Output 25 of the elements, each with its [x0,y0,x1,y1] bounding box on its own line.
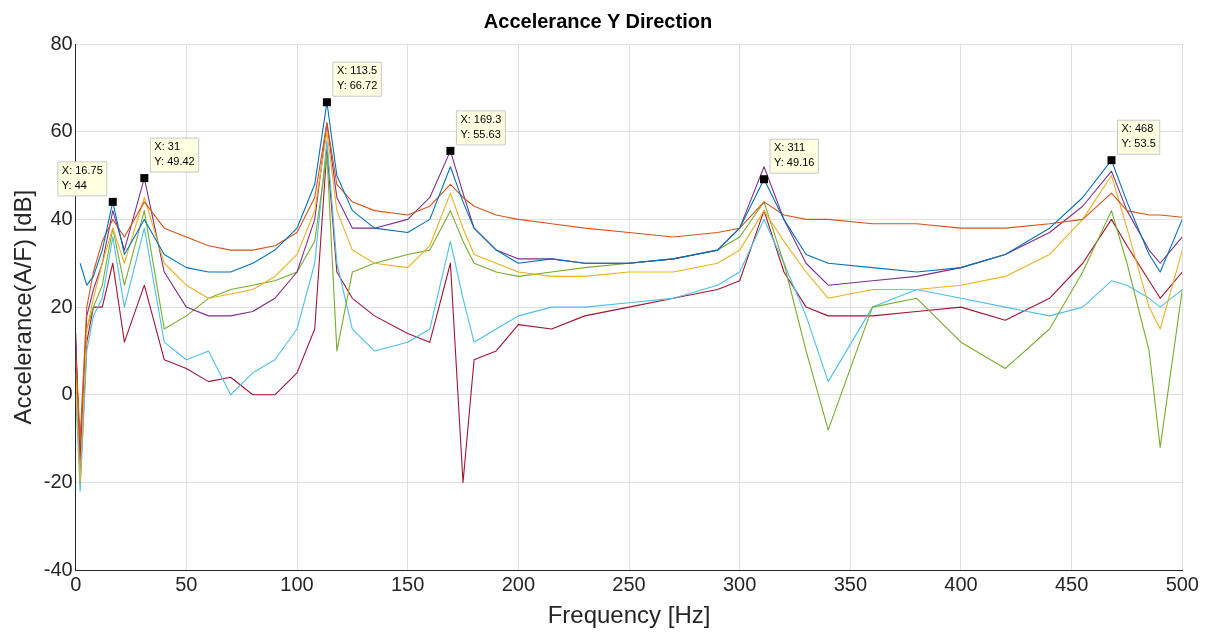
y-axis-title: Accelerance(A/F) [dB] [9,189,37,425]
x-tick-label: 450 [1054,572,1089,595]
y-tick-label: 40 [50,206,73,229]
y-tick-label: 80 [50,31,73,54]
x-tick-label: 50 [175,572,198,595]
x-tick-label: 350 [833,572,868,595]
y-tick-label: 0 [61,382,73,405]
annotation: X: 113.5 Y: 66.72 [336,64,378,92]
annotation: X: 468 Y: 53.5 [1121,122,1156,150]
x-axis-title: Frequency [Hz] [547,601,711,629]
annotation: X: 16.75 Y: 44 [61,163,103,191]
x-tick-label: 200 [501,572,536,595]
annotation: X: 311 Y: 49.16 [774,141,815,169]
chart-title: Accelerance Y Direction [483,9,713,32]
y-tick-label: 60 [50,119,73,142]
x-tick-label: 400 [944,572,978,595]
x-tick-label: 150 [391,572,425,595]
x-tick-label: 100 [280,572,314,595]
annotation: X: 31 Y: 49.42 [154,140,195,168]
annotation: X: 169.3 Y: 55.63 [460,112,502,140]
x-tick-label: 250 [612,572,646,595]
x-tick-label: 300 [722,572,757,595]
x-tick-label: 500 [1165,572,1199,595]
y-tick-label: 20 [50,294,73,317]
y-tick-label: -20 [43,470,73,493]
